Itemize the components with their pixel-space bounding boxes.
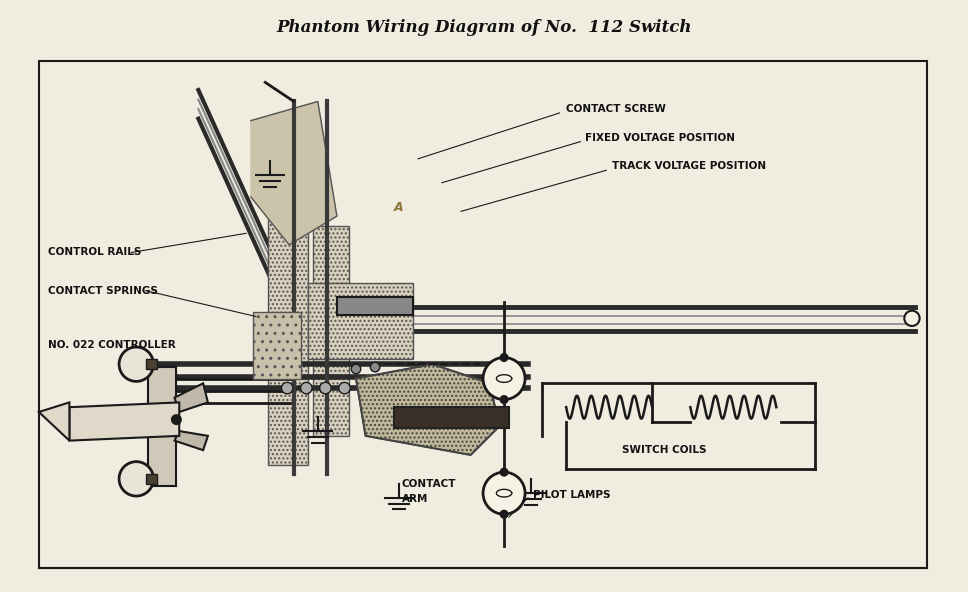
Polygon shape — [356, 364, 499, 455]
Text: NO. 022 CONTROLLER: NO. 022 CONTROLLER — [48, 340, 176, 350]
Circle shape — [171, 415, 181, 424]
Polygon shape — [70, 403, 179, 440]
Circle shape — [500, 468, 508, 476]
Text: FIXED VOLTAGE POSITION: FIXED VOLTAGE POSITION — [586, 133, 736, 143]
Bar — [308, 283, 413, 359]
Circle shape — [301, 382, 312, 394]
Polygon shape — [39, 403, 70, 440]
Circle shape — [483, 472, 525, 514]
Circle shape — [319, 382, 331, 394]
Bar — [268, 197, 308, 465]
Polygon shape — [174, 383, 208, 412]
Circle shape — [500, 510, 508, 518]
Bar — [39, 62, 927, 568]
Bar — [146, 474, 157, 484]
Circle shape — [339, 382, 350, 394]
Circle shape — [119, 347, 154, 381]
Text: A: A — [394, 201, 404, 214]
Text: CONTACT SPRINGS: CONTACT SPRINGS — [48, 286, 158, 295]
Bar — [253, 311, 301, 378]
Text: SWITCH COILS: SWITCH COILS — [621, 445, 706, 455]
Circle shape — [500, 353, 508, 361]
Circle shape — [500, 395, 508, 403]
Text: PILOT LAMPS: PILOT LAMPS — [532, 490, 610, 500]
Text: Phantom Wiring Diagram of No.  112 Switch: Phantom Wiring Diagram of No. 112 Switch — [276, 19, 692, 36]
Polygon shape — [356, 364, 499, 455]
Text: TRACK VOLTAGE POSITION: TRACK VOLTAGE POSITION — [612, 162, 766, 172]
Circle shape — [904, 311, 920, 326]
Circle shape — [483, 358, 525, 400]
Polygon shape — [174, 431, 208, 450]
Circle shape — [351, 364, 361, 374]
Text: CONTACT SCREW: CONTACT SCREW — [566, 104, 666, 114]
Bar — [146, 359, 157, 369]
Circle shape — [119, 462, 154, 496]
Polygon shape — [251, 101, 337, 244]
Text: ARM: ARM — [402, 494, 428, 504]
Bar — [148, 367, 176, 485]
Bar — [313, 226, 349, 436]
Bar — [394, 407, 509, 428]
Bar — [337, 297, 413, 314]
Text: CONTROL RAILS: CONTROL RAILS — [48, 247, 141, 258]
Text: CONTACT: CONTACT — [402, 478, 456, 488]
Circle shape — [371, 362, 379, 372]
Circle shape — [282, 382, 293, 394]
